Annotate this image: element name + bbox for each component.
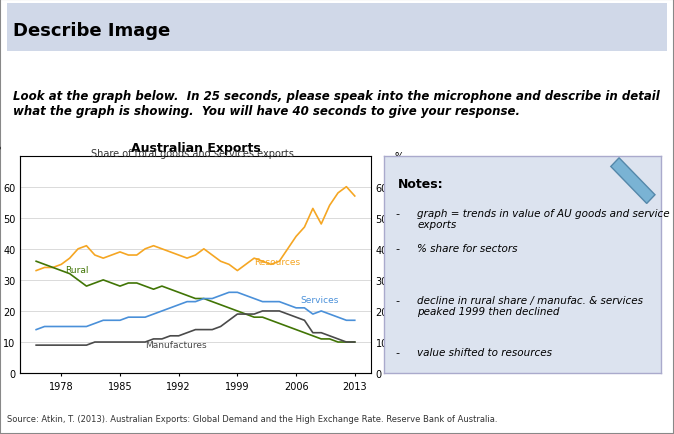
Text: Describe Image: Describe Image [13,22,171,39]
Text: Share of total goods and services exports: Share of total goods and services export… [90,149,294,159]
Polygon shape [611,158,655,204]
Text: -: - [395,208,399,218]
Text: Resources: Resources [254,258,301,267]
Text: Source: Atkin, T. (2013). Australian Exports: Global Demand and the High Exchang: Source: Atkin, T. (2013). Australian Exp… [7,414,497,423]
Text: Notes:: Notes: [398,178,443,191]
Text: % share for sectors: % share for sectors [417,243,518,253]
Text: Services: Services [301,295,338,304]
Text: graph = trends in value of AU goods and service exports: graph = trends in value of AU goods and … [417,208,670,230]
Text: value shifted to resources: value shifted to resources [417,347,552,357]
Text: Rural: Rural [65,266,89,274]
Text: Manufactures: Manufactures [145,340,207,349]
Text: Look at the graph below.  In 25 seconds, please speak into the microphone and de: Look at the graph below. In 25 seconds, … [13,90,660,118]
Title: Australian Exports: Australian Exports [131,142,260,155]
Y-axis label: %: % [394,152,403,162]
Text: -: - [395,347,399,357]
Text: -: - [395,295,399,305]
Text: -: - [395,243,399,253]
Text: decline in rural share / manufac. & services peaked 1999 then declined: decline in rural share / manufac. & serv… [417,295,644,317]
